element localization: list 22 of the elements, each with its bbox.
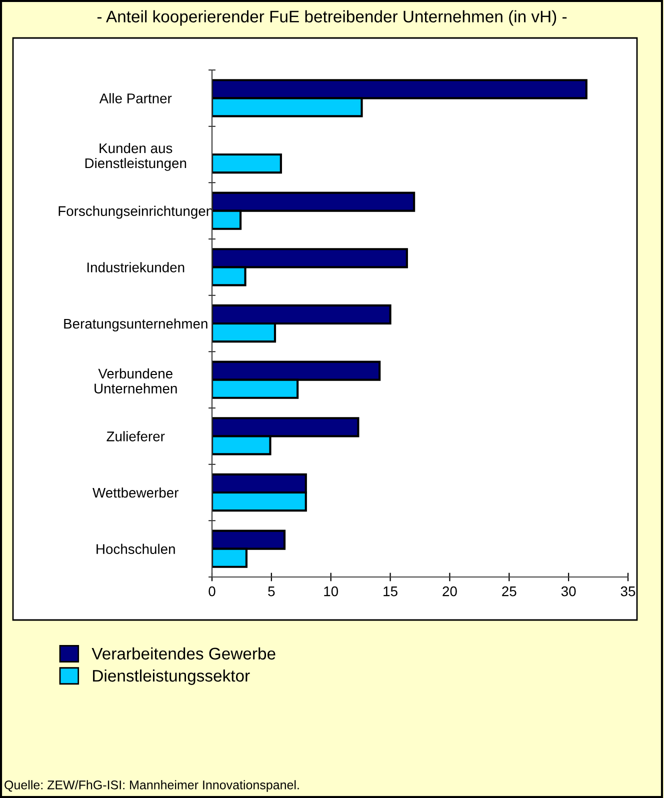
y-tick-label: Hochschulen	[96, 544, 175, 554]
y-tick-label: Zulieferer	[106, 431, 165, 442]
legend-label: Dienstleistungssektor	[93, 669, 250, 685]
x-tick-label: 5	[268, 586, 275, 596]
y-tick-label: Beratungsunternehmen	[64, 318, 208, 332]
y-tick-label: Industriekunden	[87, 262, 184, 272]
chart-title: - Anteil kooperierender FuE betreibender Unternehmen (in vH) -	[97, 10, 567, 26]
x-tick-label: 15	[384, 586, 398, 596]
y-tick-label: Wettbewerber	[92, 487, 178, 498]
x-tick-label: 35	[620, 586, 636, 596]
y-tick-label: Verbundene Unternehmen	[94, 368, 177, 394]
x-tick-label: 30	[561, 586, 576, 596]
x-tick-label: 10	[324, 586, 338, 596]
y-tick-label: Alle Partner	[99, 93, 172, 104]
y-tick-label: Kunden aus Dienstleistungen	[85, 142, 186, 171]
x-tick-label: 0	[208, 586, 216, 596]
bar	[212, 153, 282, 174]
x-tick-label: 20	[442, 586, 457, 596]
source-note: Quelle: ZEW/FhG-ISI: Mannheimer Innovationspanel.	[4, 780, 299, 792]
y-tick-label: Forschungseinrichtungen	[58, 206, 213, 219]
legend-label: Verarbeitendes Gewerbe	[92, 647, 276, 660]
x-tick-label: 25	[502, 586, 516, 596]
